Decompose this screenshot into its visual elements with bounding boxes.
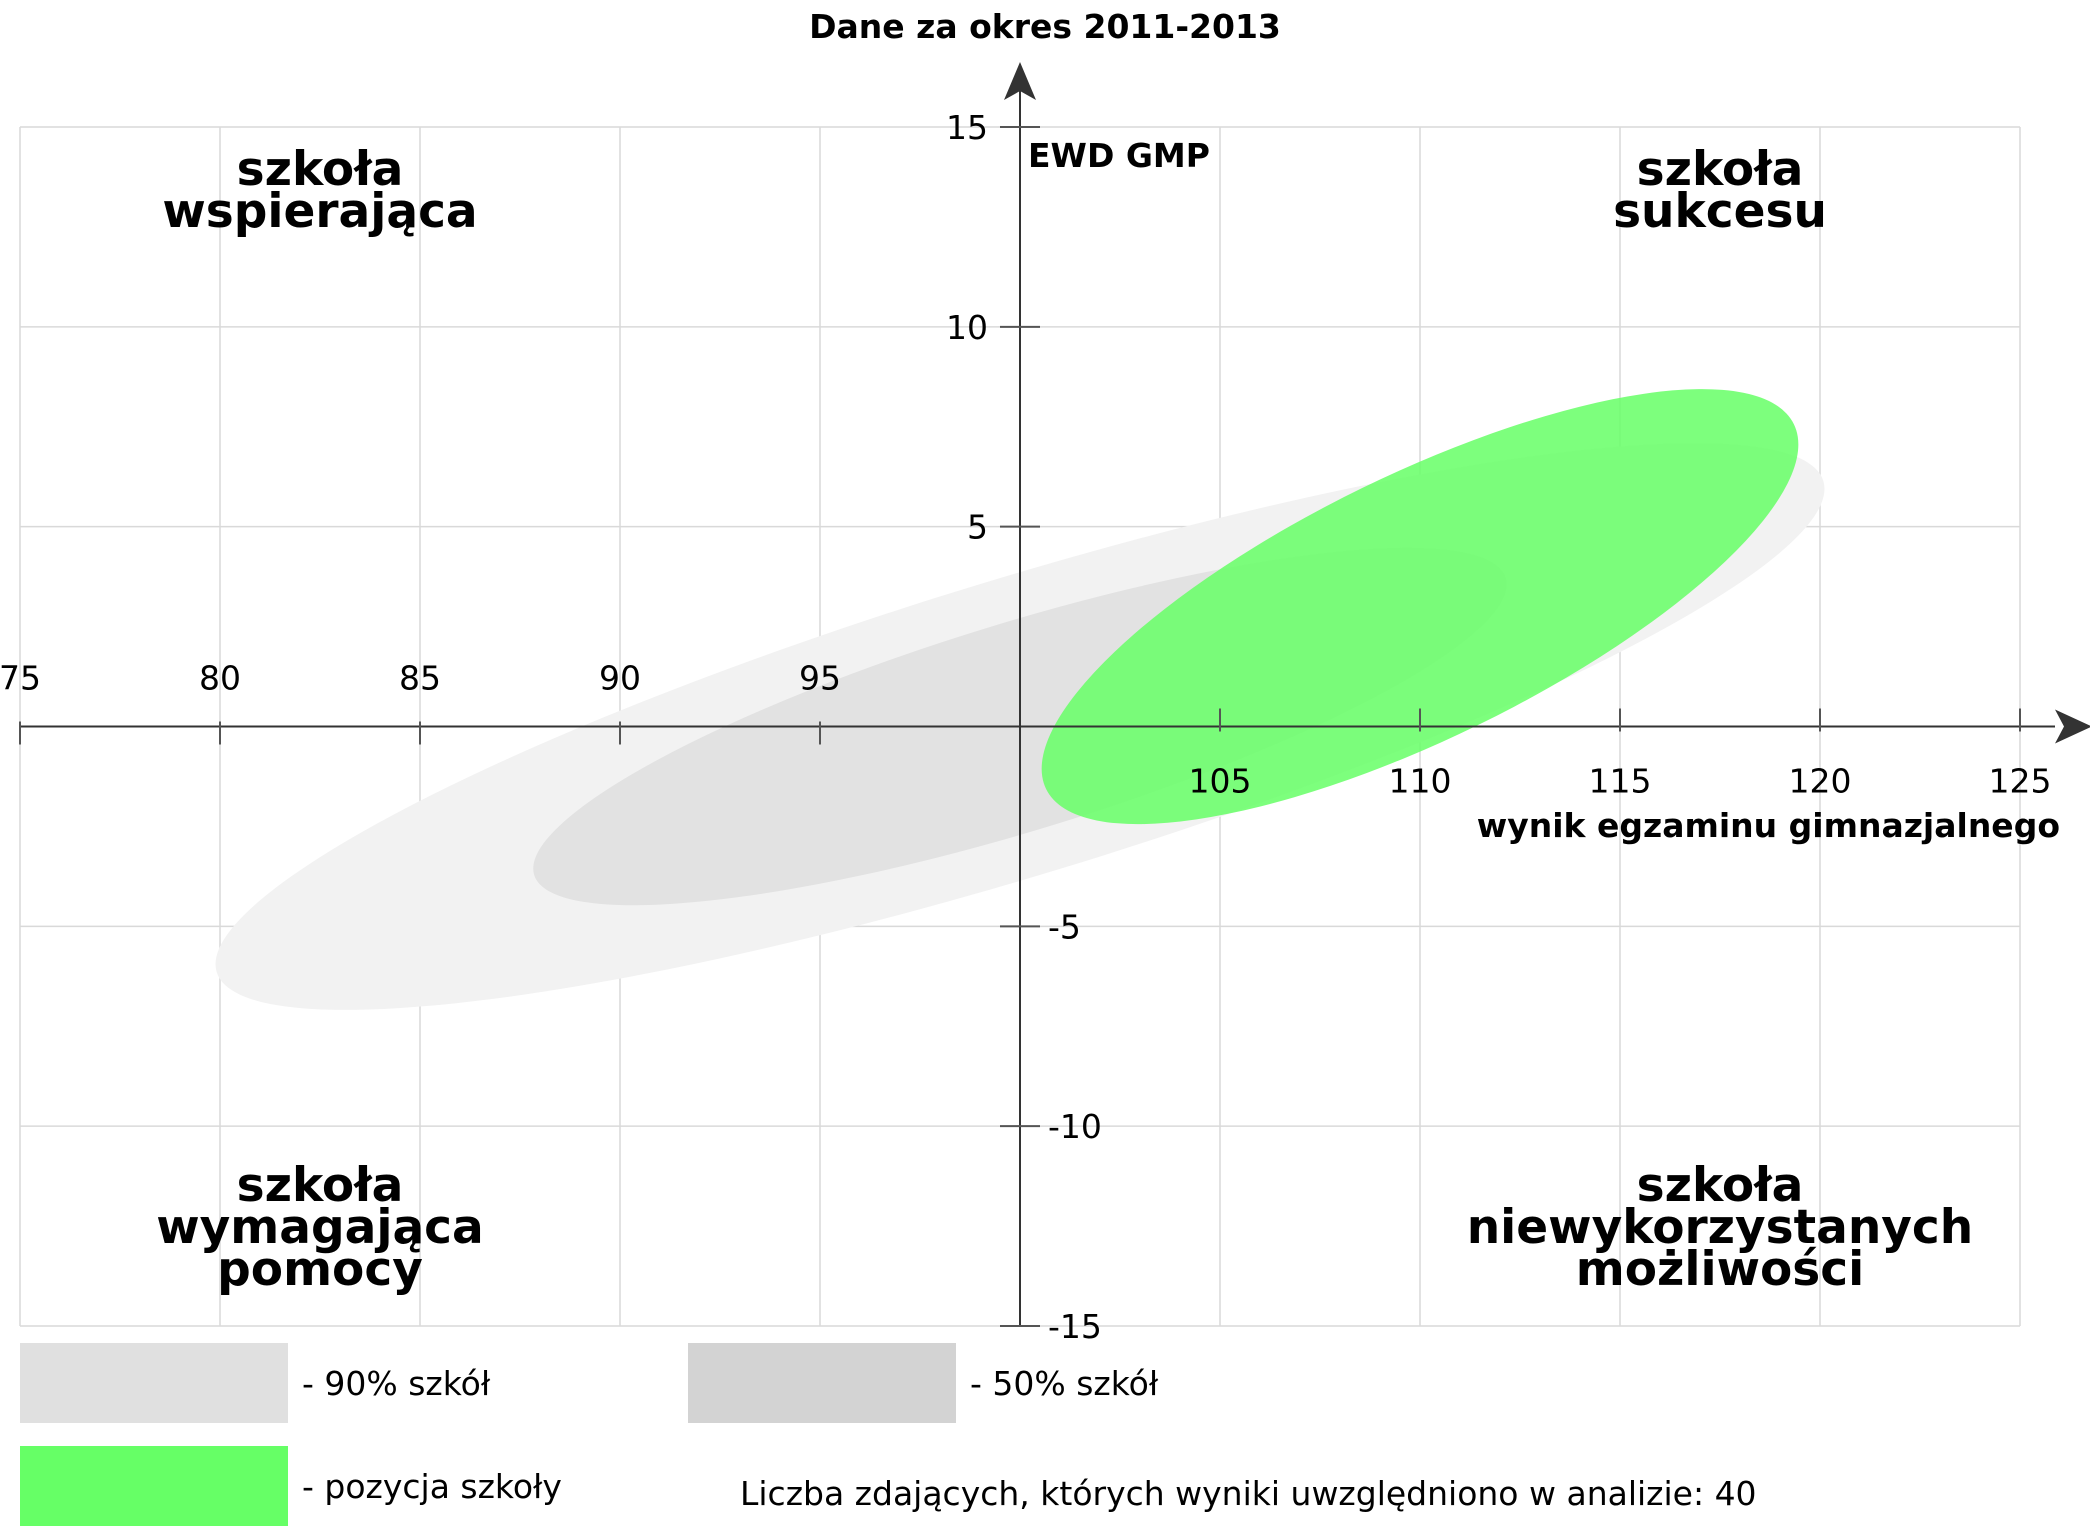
x-tick-label: 115 [1589,762,1652,801]
legend: - 90% szkół - 50% szkół - pozycja szkoły [20,1343,1159,1526]
y-tick-label: -15 [1048,1307,1102,1346]
legend-swatch [688,1343,956,1423]
quadrant-label-bottom-left: szkoła wymagająca pomocy [156,1158,484,1297]
x-tick-label: 110 [1389,762,1452,801]
x-tick-label: 75 [0,659,41,698]
quadrant-label-top-left: szkoła wspierająca [162,142,477,239]
footer-note: Liczba zdających, których wyniki uwzględ… [740,1474,1757,1513]
axes [20,62,2090,1326]
region-ellipse [1041,389,1799,825]
y-tick-label: -10 [1048,1107,1102,1146]
y-tick-label: 10 [946,308,988,347]
legend-label: - 90% szkół [302,1364,491,1403]
legend-swatch [20,1343,288,1423]
chart-title: Dane za okres 2011-2013 [809,7,1281,46]
x-tick-label: 85 [399,659,441,698]
x-axis-label: wynik egzaminu gimnazjalnego [1477,806,2060,845]
x-tick-label: 105 [1189,762,1252,801]
y-tick-label: 15 [946,108,988,147]
quadrant-labels: szkoła wspierająca szkoła sukcesu szkoła wyma… [156,142,1973,1297]
y-axis-label: EWD GMP [1028,136,1210,175]
y-tick-label: -5 [1048,907,1081,946]
x-tick-label: 95 [799,659,841,698]
legend-label: - 50% szkół [970,1364,1159,1403]
y-axis-arrow-icon [1004,62,1036,100]
legend-label: - pozycja szkoły [302,1467,562,1506]
quadrant-label-top-right: szkoła sukcesu [1613,142,1827,239]
x-tick-label: 125 [1989,762,2052,801]
legend-swatch [20,1446,288,1526]
y-tick-label: 5 [967,508,988,547]
quadrant-label-bottom-right: szkoła niewykorzystanych możliwości [1467,1158,1974,1297]
x-axis-arrow-icon [2055,709,2090,744]
x-tick-label: 90 [599,659,641,698]
x-tick-label: 120 [1789,762,1852,801]
x-tick-label: 80 [199,659,241,698]
